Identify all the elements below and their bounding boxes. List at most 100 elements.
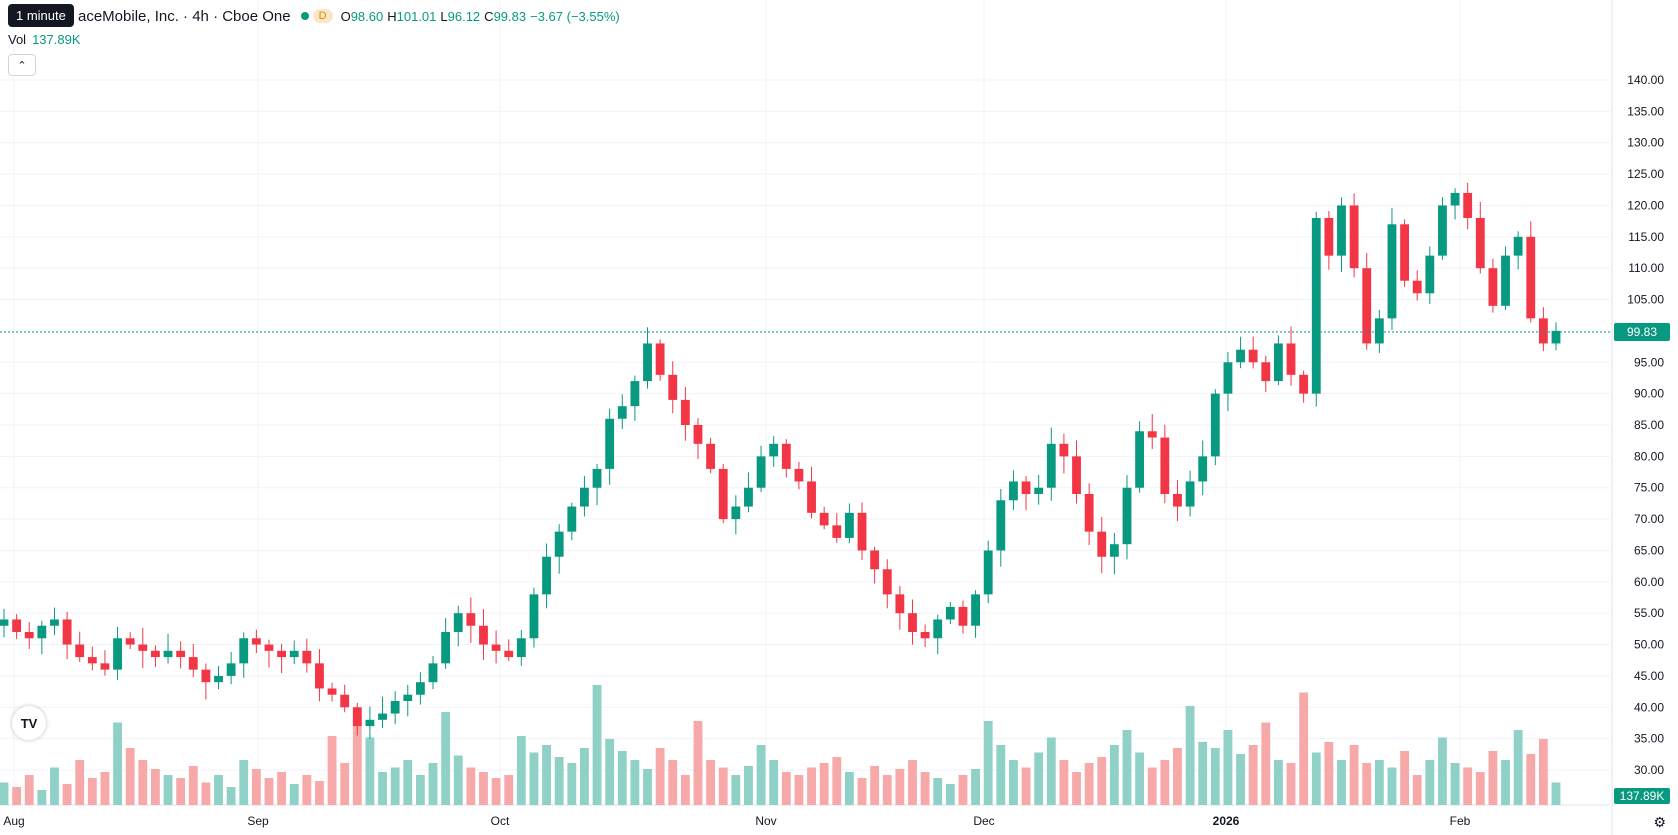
- candle-body: [592, 468, 602, 488]
- candle-body: [1400, 224, 1410, 281]
- volume-bar: [1475, 772, 1485, 805]
- volume-bar: [605, 739, 615, 805]
- volume-bar: [920, 772, 930, 805]
- candle-body: [617, 406, 627, 419]
- candle-body: [163, 650, 173, 658]
- volume-bar: [617, 751, 627, 805]
- volume-bar: [756, 745, 766, 805]
- volume-bar: [781, 772, 791, 805]
- volume-bar: [844, 772, 854, 805]
- candle-body: [844, 512, 854, 538]
- volume-bar: [1084, 763, 1094, 805]
- candle-body: [378, 713, 387, 720]
- volume-bar: [87, 778, 97, 805]
- candle-body: [1009, 481, 1018, 501]
- volume-bar: [1261, 722, 1271, 805]
- volume-bar: [731, 775, 741, 805]
- candle-body: [201, 669, 211, 683]
- candle-body: [1236, 349, 1245, 363]
- candle-body: [1084, 494, 1094, 532]
- chevron-up-icon: ⌃: [17, 59, 27, 72]
- candle-body: [857, 512, 867, 551]
- volume-bar: [1488, 751, 1498, 805]
- candle-body: [643, 343, 652, 382]
- volume-bar: [428, 763, 438, 805]
- candle-body: [415, 682, 425, 695]
- volume-bar: [630, 760, 640, 805]
- candle-body: [37, 625, 47, 639]
- candle-body: [1223, 362, 1233, 394]
- volume-bar: [516, 736, 526, 805]
- volume-bar: [479, 772, 488, 805]
- candle-body: [1147, 431, 1157, 438]
- volume-bar: [277, 772, 287, 805]
- candle-body: [352, 707, 362, 727]
- volume-legend: Vol 137.89K: [8, 32, 81, 47]
- volume-bar: [807, 767, 816, 805]
- volume-bar: [744, 766, 753, 805]
- candle-body: [1526, 236, 1536, 319]
- candle-body: [251, 638, 261, 645]
- candle-body: [365, 719, 375, 727]
- volume-bar: [403, 760, 413, 805]
- volume-bar: [365, 737, 375, 805]
- x-tick-label: Nov: [755, 814, 776, 828]
- candle-body: [428, 663, 438, 683]
- x-tick-label: Feb: [1450, 814, 1471, 828]
- candle-body: [113, 638, 122, 670]
- candle-body: [706, 443, 716, 469]
- candle-body: [769, 443, 779, 457]
- collapse-legend-button[interactable]: ⌃: [8, 54, 36, 76]
- tradingview-logo-icon[interactable]: TV: [12, 706, 46, 740]
- volume-bar: [1109, 745, 1119, 805]
- y-tick-label: 120.00: [1627, 198, 1664, 212]
- volume-bar: [491, 778, 501, 805]
- candle-body: [1387, 224, 1397, 319]
- candle-body: [1097, 531, 1107, 557]
- volume-bar: [327, 736, 337, 805]
- volume-bar: [1299, 692, 1309, 805]
- candle-body: [933, 619, 943, 639]
- candle-body: [1324, 218, 1334, 256]
- candle-body: [1311, 218, 1321, 394]
- candle-body: [1109, 544, 1119, 557]
- candle-body: [1501, 255, 1510, 306]
- candle-body: [24, 632, 34, 639]
- candle-body: [529, 594, 539, 639]
- price-change: −3.67 (−3.55%): [530, 8, 620, 24]
- volume-bar: [226, 787, 236, 805]
- candle-body: [479, 625, 488, 645]
- candle-body: [756, 456, 766, 488]
- volume-bar: [1072, 772, 1081, 805]
- candle-body: [62, 619, 72, 645]
- volume-bar: [453, 755, 463, 805]
- volume-bar: [1009, 760, 1018, 805]
- volume-bar: [971, 769, 980, 805]
- candle-body: [580, 487, 589, 507]
- volume-bar: [1286, 763, 1296, 805]
- candle-body: [908, 613, 917, 632]
- candle-body: [655, 343, 665, 375]
- symbol-title[interactable]: aceMobile, Inc. · 4h · Cboe One: [78, 7, 291, 25]
- volume-bar: [996, 745, 1006, 805]
- volume-bar: [1311, 752, 1321, 805]
- candle-body: [680, 399, 690, 425]
- candle-body: [277, 650, 287, 658]
- candle-body: [50, 619, 59, 626]
- gear-icon[interactable]: ⚙: [1653, 814, 1666, 830]
- volume-bar: [1210, 748, 1220, 805]
- candle-body: [1349, 205, 1359, 269]
- candle-body: [668, 374, 678, 400]
- candle-body: [1173, 494, 1182, 507]
- candle-body: [87, 657, 97, 664]
- candle-body: [1185, 481, 1195, 507]
- candle-body: [1248, 349, 1258, 363]
- volume-bar: [1538, 739, 1548, 805]
- volume-bar: [983, 721, 993, 805]
- volume-bar: [1337, 760, 1346, 805]
- volume-bar: [1248, 745, 1258, 805]
- candle-body: [983, 550, 993, 595]
- candle-body: [554, 531, 564, 557]
- volume-bar: [24, 775, 34, 805]
